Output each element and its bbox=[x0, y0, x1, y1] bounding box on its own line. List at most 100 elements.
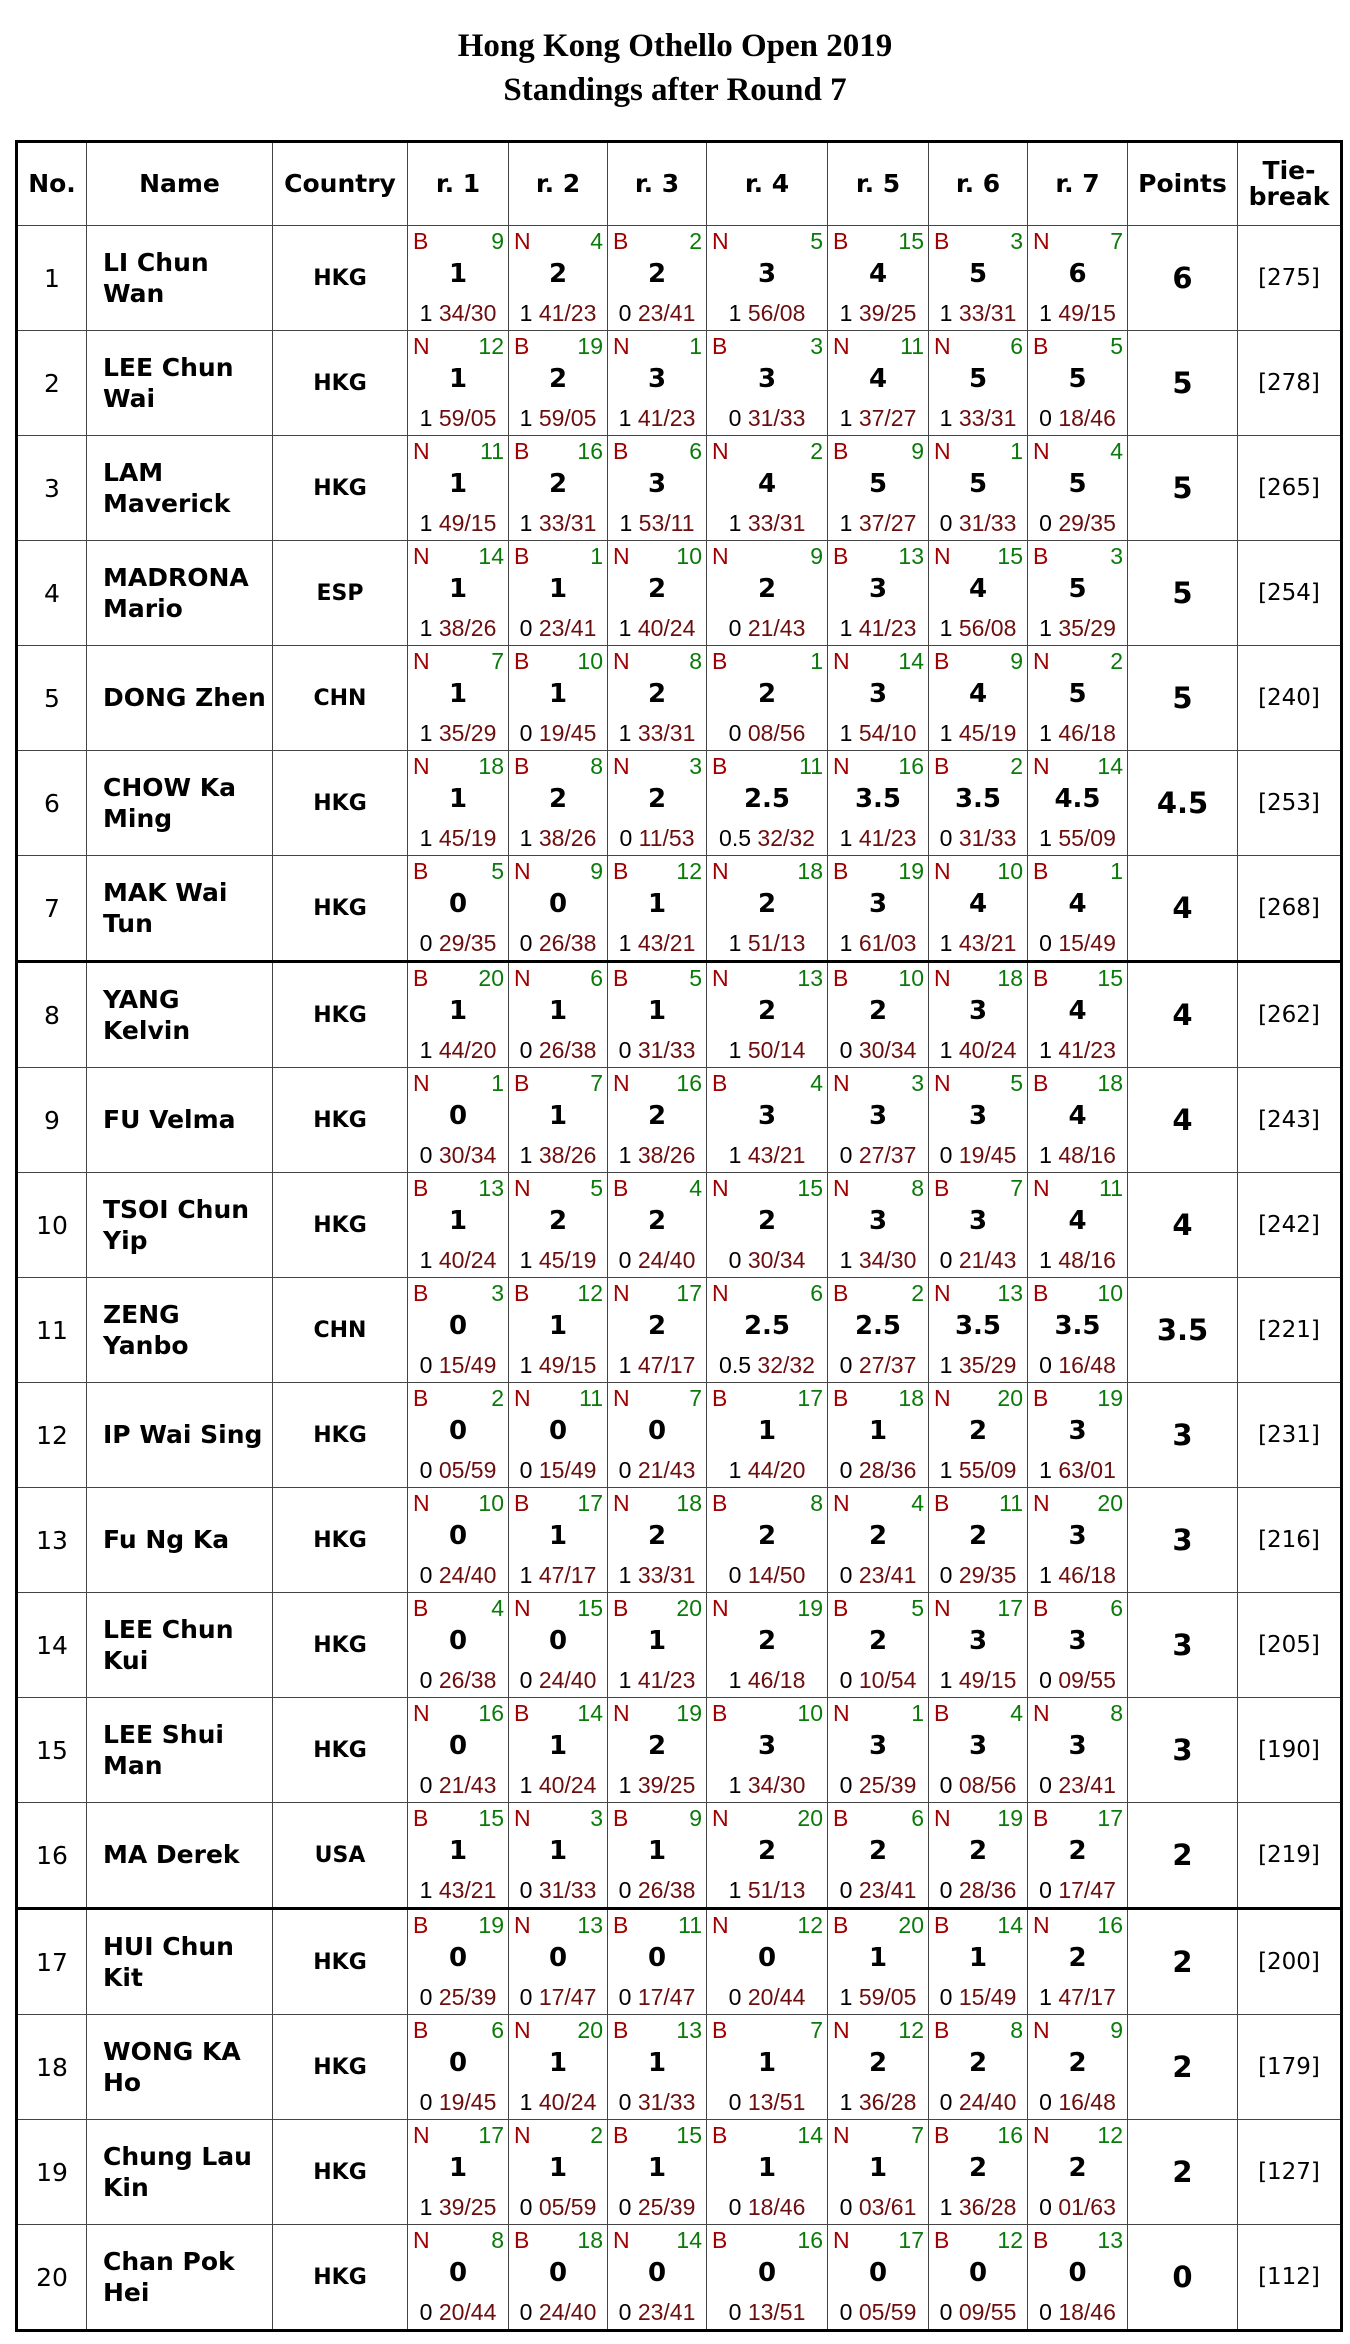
disc-color: N bbox=[514, 228, 531, 254]
tiebreak-cell: [262] bbox=[1237, 961, 1342, 1068]
result-line: 1 45/19 bbox=[509, 1247, 607, 1274]
player-name-cell: Fu Ng Ka bbox=[86, 1487, 273, 1593]
disc-count: 35/29 bbox=[958, 1352, 1017, 1378]
disc-color: N bbox=[413, 648, 430, 674]
disc-count: 38/26 bbox=[637, 1142, 696, 1168]
rank-cell: 4 bbox=[16, 540, 87, 646]
result-line: 0 23/41 bbox=[828, 1877, 928, 1904]
country-cell: HKG bbox=[272, 2014, 408, 2120]
rank-cell: 2 bbox=[16, 330, 87, 436]
opponent-number: 14 bbox=[478, 543, 504, 569]
disc-color: B bbox=[413, 1385, 429, 1411]
game-result: 0 bbox=[519, 930, 533, 956]
cumulative-score: 1 bbox=[448, 469, 468, 499]
result-line: 1 43/21 bbox=[707, 1142, 827, 1169]
cumulative-score: 0 bbox=[448, 1101, 468, 1131]
opponent-number: 13 bbox=[1097, 2227, 1123, 2253]
game-result: 1 bbox=[939, 1037, 953, 1063]
round-7-cell: B 18 4 1 48/16 bbox=[1027, 1067, 1128, 1173]
game-result: 0 bbox=[618, 300, 632, 326]
disc-count: 41/23 bbox=[858, 825, 917, 851]
result-line: 0 05/59 bbox=[828, 2299, 928, 2326]
round-3-cell: B 12 1 1 43/21 bbox=[607, 855, 707, 963]
game-result: 0 bbox=[618, 1984, 632, 2010]
opponent-number: 12 bbox=[676, 858, 702, 884]
opponent-number: 7 bbox=[491, 648, 504, 674]
rank-cell: 16 bbox=[16, 1802, 87, 1910]
result-line: 0 26/38 bbox=[608, 1877, 706, 1904]
game-result: 1 bbox=[618, 1352, 632, 1378]
rank-cell: 17 bbox=[16, 1908, 87, 2015]
game-result: 1 bbox=[1039, 825, 1052, 851]
disc-color: B bbox=[833, 228, 849, 254]
disc-count: 13/51 bbox=[747, 2299, 806, 2325]
opponent-number: 8 bbox=[1110, 1700, 1123, 1726]
opponent-number: 3 bbox=[491, 1280, 504, 1306]
opponent-number: 20 bbox=[676, 1595, 702, 1621]
disc-color: N bbox=[413, 1490, 430, 1516]
disc-color: B bbox=[833, 965, 849, 991]
opponent-number: 6 bbox=[689, 438, 702, 464]
opponent-number: 2 bbox=[1010, 753, 1023, 779]
rank-cell: 9 bbox=[16, 1067, 87, 1173]
disc-count: 63/01 bbox=[1058, 1457, 1116, 1483]
round-4-cell: N 13 2 1 50/14 bbox=[706, 961, 828, 1068]
disc-count: 33/31 bbox=[958, 405, 1017, 431]
game-result: 0 bbox=[419, 2089, 433, 2115]
game-result: 0 bbox=[419, 2299, 433, 2325]
rank-cell: 5 bbox=[16, 645, 87, 751]
game-result: 0 bbox=[618, 2194, 632, 2220]
disc-count: 47/17 bbox=[538, 1562, 597, 1588]
round-2-cell: B 14 1 1 40/24 bbox=[508, 1697, 608, 1803]
result-line: 0 24/40 bbox=[509, 1667, 607, 1694]
game-result: 1 bbox=[619, 510, 633, 536]
country-cell: HKG bbox=[272, 1908, 408, 2015]
disc-color: B bbox=[934, 2227, 950, 2253]
cumulative-score: 1 bbox=[757, 2153, 777, 2183]
result-line: 1 33/31 bbox=[509, 510, 607, 537]
game-result: 0 bbox=[618, 1247, 632, 1273]
disc-count: 19/45 bbox=[538, 720, 597, 746]
disc-color: N bbox=[613, 1070, 630, 1096]
country-cell: HKG bbox=[272, 1697, 408, 1803]
opponent-number: 4 bbox=[810, 1070, 823, 1096]
cumulative-score: 3 bbox=[1068, 1626, 1087, 1656]
opponent-number: 8 bbox=[810, 1490, 823, 1516]
table-row: 4 MADRONA Mario ESP N 14 1 1 38/26 B 1 1 0 23/41 N 1… bbox=[16, 540, 1342, 646]
country-cell: HKG bbox=[272, 1487, 408, 1593]
cumulative-score: 2 bbox=[757, 1206, 777, 1236]
game-result: 0.5 bbox=[719, 1352, 752, 1378]
game-result: 0 bbox=[839, 1142, 853, 1168]
opponent-number: 13 bbox=[676, 2017, 702, 2043]
result-line: 0 28/36 bbox=[929, 1877, 1027, 1904]
result-line: 1 59/05 bbox=[408, 405, 508, 432]
opponent-number: 1 bbox=[1010, 438, 1023, 464]
disc-count: 55/09 bbox=[958, 1457, 1017, 1483]
game-result: 0 bbox=[618, 2299, 632, 2325]
disc-color: B bbox=[1033, 858, 1049, 884]
disc-count: 18/46 bbox=[1058, 405, 1116, 431]
result-line: 0 16/48 bbox=[1028, 1352, 1127, 1379]
opponent-number: 17 bbox=[898, 2227, 924, 2253]
disc-count: 27/37 bbox=[858, 1142, 917, 1168]
disc-color: B bbox=[1033, 1385, 1049, 1411]
disc-color: B bbox=[514, 543, 530, 569]
disc-color: B bbox=[613, 1595, 629, 1621]
disc-count: 17/47 bbox=[1058, 1877, 1116, 1903]
game-result: 1 bbox=[419, 1247, 433, 1273]
disc-count: 25/39 bbox=[438, 1984, 497, 2010]
disc-count: 05/59 bbox=[438, 1457, 497, 1483]
round-4-cell: B 17 1 1 44/20 bbox=[706, 1382, 828, 1488]
disc-count: 15/49 bbox=[538, 1457, 597, 1483]
game-result: 1 bbox=[618, 1562, 632, 1588]
opponent-number: 3 bbox=[810, 333, 823, 359]
disc-count: 59/05 bbox=[858, 1984, 917, 2010]
disc-color: N bbox=[833, 1175, 850, 1201]
disc-color: B bbox=[934, 1912, 950, 1938]
cumulative-score: 2 bbox=[757, 996, 777, 1026]
round-1-cell: N 16 0 0 21/43 bbox=[407, 1697, 509, 1803]
